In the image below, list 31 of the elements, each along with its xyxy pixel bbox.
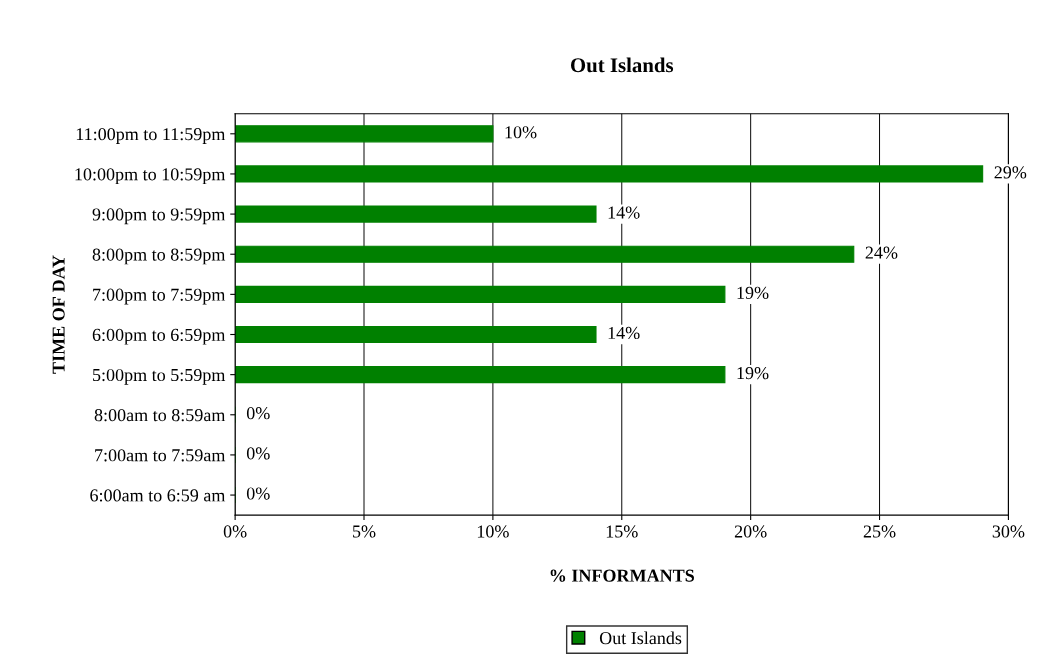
y-tick-label: 8:00am to 8:59am: [94, 409, 226, 422]
y-tick-label: 7:00am to 7:59am: [95, 449, 226, 462]
x-tick-label: 30%: [992, 525, 1025, 538]
data-label: 0%: [246, 447, 270, 460]
x-tick-label: 15%: [606, 525, 638, 538]
data-label: 0%: [246, 407, 270, 420]
y-tick-label: 11:00pm to 11:59pm: [76, 128, 226, 144]
y-tick-label: 6:00pm to 6:59pm: [92, 328, 226, 345]
data-label: 14%: [608, 206, 640, 219]
x-tick-label: 0%: [223, 525, 247, 538]
x-tick-label: 5%: [353, 525, 376, 538]
x-tick-label: 20%: [734, 525, 767, 538]
y-tick-label: 10:00pm to 10:59pm: [75, 168, 226, 185]
x-tick-label: 25%: [863, 525, 896, 538]
data-label: 0%: [246, 487, 270, 500]
data-label: 19%: [737, 366, 769, 380]
y-tick-label: 9:00pm to 9:59pm: [92, 208, 226, 225]
chart-title: Out Islands: [570, 57, 674, 73]
data-label: 29%: [994, 166, 1027, 179]
y-tick-label: 8:00pm to 8:59pm: [92, 248, 226, 265]
y-tick-label: 7:00pm to 7:59pm: [93, 288, 226, 305]
data-label: 24%: [865, 246, 898, 259]
y-tick-label: 6:00am to 6:59 am: [90, 489, 226, 502]
x-axis-title: % INFORMANTS: [550, 569, 694, 582]
data-label: 10%: [505, 126, 537, 139]
legend-label: Out Islands: [599, 631, 682, 645]
data-label: 14%: [608, 326, 640, 340]
y-tick-label: 5:00pm to 5:59pm: [93, 368, 226, 385]
x-tick-label: 10%: [477, 525, 509, 538]
data-label: 19%: [737, 286, 769, 299]
y-axis-title: TIME OF DAY: [52, 255, 65, 374]
